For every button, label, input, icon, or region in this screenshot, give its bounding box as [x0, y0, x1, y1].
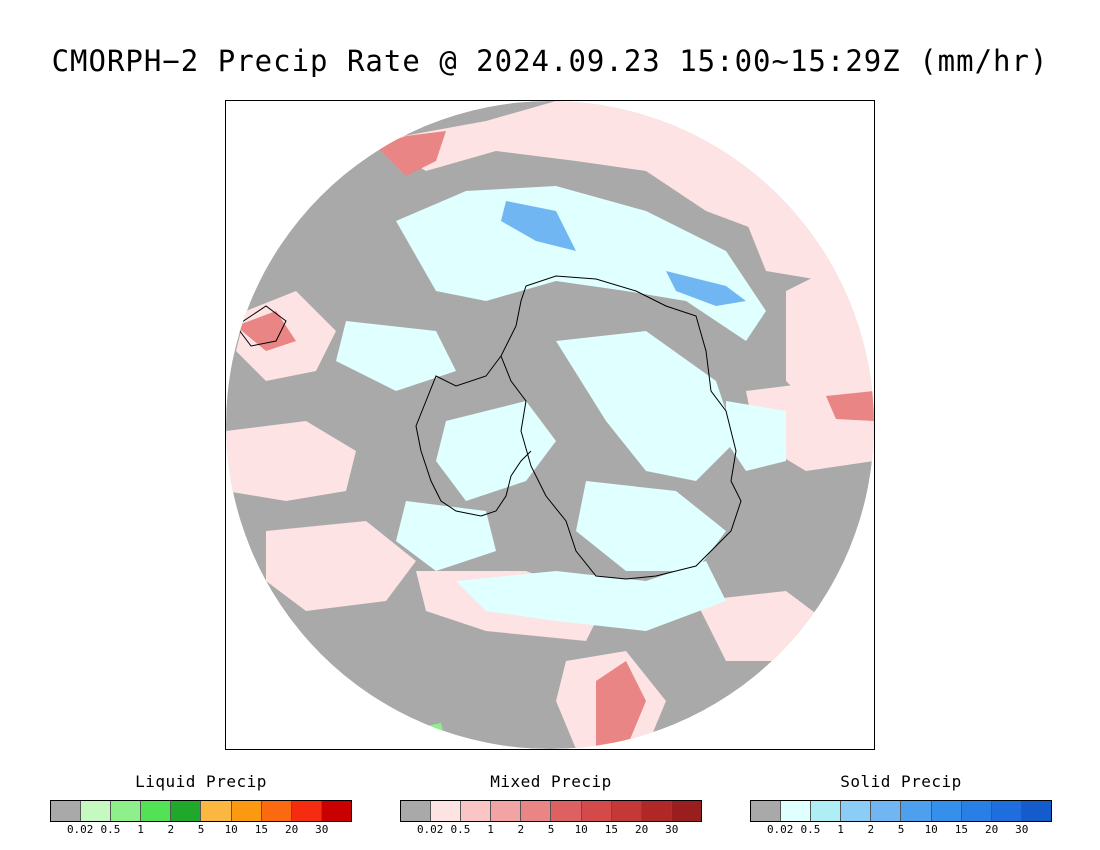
- mixed-precip-heavy-patch: [596, 661, 646, 749]
- legend-tick-label: 30: [315, 823, 329, 836]
- legend-tick-label: 1: [137, 823, 144, 836]
- solid-precip-patch: [726, 401, 786, 471]
- legend-swatch: [261, 801, 292, 821]
- legend-swatch: [111, 801, 142, 821]
- mixed-precip-heavy-patch: [236, 311, 296, 351]
- legend-swatch: [291, 801, 322, 821]
- legend-color-bar: [400, 800, 702, 822]
- legend-swatch: [51, 801, 82, 821]
- legend-swatch: [581, 801, 612, 821]
- legend-tick-label: 1: [487, 823, 494, 836]
- legend-swatch: [781, 801, 812, 821]
- legend-tick-label: 2: [167, 823, 175, 836]
- solid-precip-patch: [556, 331, 736, 481]
- legend-tick-label: 30: [665, 823, 679, 836]
- solid-precip-heavy-patch: [666, 271, 746, 306]
- polar-map: [225, 100, 875, 750]
- legend-tick-label: 0.5: [450, 823, 471, 836]
- legend-swatch: [871, 801, 902, 821]
- legend-swatch: [171, 801, 202, 821]
- legend-swatch: [991, 801, 1022, 821]
- legend-swatch: [521, 801, 552, 821]
- legend-tick-label: 15: [604, 823, 619, 836]
- legend-swatch: [751, 801, 782, 821]
- mixed-precip-patch: [226, 421, 356, 501]
- legend-swatch: [961, 801, 992, 821]
- legend-title: Mixed Precip: [490, 772, 612, 791]
- legend-title: Liquid Precip: [135, 772, 267, 791]
- legend-swatch: [201, 801, 232, 821]
- legend-swatch: [141, 801, 172, 821]
- legend-tick-labels: 0.02 0.5 1 2 5 10 15 20 30: [50, 823, 352, 837]
- solid-precip-patch: [396, 501, 496, 571]
- legend-tick-label: 30: [1015, 823, 1029, 836]
- legend-tick-label: 0.5: [800, 823, 821, 836]
- legend-swatch: [551, 801, 582, 821]
- mixed-precip-heavy-patch: [826, 391, 874, 421]
- legend-tick-label: 0.02: [766, 823, 794, 836]
- solid-precip-patch: [336, 321, 456, 391]
- legend-tick-label: 2: [517, 823, 525, 836]
- legend-tick-label: 2: [867, 823, 875, 836]
- legend-swatch: [931, 801, 962, 821]
- antarctica-coastline: [235, 275, 742, 580]
- solid-precip-patch: [396, 186, 766, 341]
- legend-tick-label: 20: [284, 823, 299, 836]
- antarctica-coastline-path: [500, 275, 742, 580]
- legend-tick-labels: 0.02 0.5 1 2 5 10 15 20 30: [750, 823, 1052, 837]
- legend-swatch: [1021, 801, 1051, 821]
- legend-solid-precip: Solid Precip 0.02 0.5 1 2 5 10 15 20 30: [750, 772, 1052, 837]
- legend-tick-label: 20: [984, 823, 999, 836]
- legend-tick-label: 0.02: [416, 823, 444, 836]
- legend-tick-labels: 0.02 0.5 1 2 5 10 15 20 30: [400, 823, 702, 837]
- legend-tick-label: 20: [634, 823, 649, 836]
- legend-tick-label: 1: [837, 823, 844, 836]
- legend-tick-label: 5: [897, 823, 905, 836]
- mixed-precip-heavy-areas: [236, 131, 874, 749]
- legend-swatch: [461, 801, 492, 821]
- legend-tick-label: 10: [574, 823, 588, 836]
- legend-tick-label: 0.5: [100, 823, 121, 836]
- legend-mixed-precip: Mixed Precip 0.02 0.5 1 2 5 10 15 20 30: [400, 772, 702, 837]
- solid-precip-heavy-patch: [501, 201, 576, 251]
- solid-precip-areas: [336, 186, 786, 631]
- solid-precip-patch: [456, 561, 726, 631]
- solid-precip-patch: [576, 481, 726, 571]
- legend-swatch: [611, 801, 642, 821]
- legend-swatch: [641, 801, 672, 821]
- legend-swatch: [671, 801, 701, 821]
- legend-title: Solid Precip: [840, 772, 962, 791]
- solid-precip-heavy-areas: [501, 201, 746, 306]
- legend-swatch: [811, 801, 842, 821]
- chart-title: CMORPH−2 Precip Rate @ 2024.09.23 15:00~…: [51, 44, 1049, 78]
- legend-tick-label: 15: [954, 823, 969, 836]
- legend-tick-label: 5: [547, 823, 555, 836]
- legend-swatch: [901, 801, 932, 821]
- antarctic-peninsula-path: [415, 355, 532, 517]
- mixed-precip-patch: [266, 521, 416, 611]
- mixed-precip-heavy-patch: [376, 131, 446, 176]
- legend-tick-label: 10: [924, 823, 938, 836]
- south-america-tip-path: [235, 305, 287, 347]
- legend-tick-label: 15: [254, 823, 269, 836]
- polar-map-canvas: [226, 101, 874, 749]
- legend-tick-label: 10: [224, 823, 238, 836]
- legend-swatch: [491, 801, 522, 821]
- legend-tick-label: 0.02: [66, 823, 94, 836]
- legend-swatch: [401, 801, 432, 821]
- legend-swatch: [321, 801, 351, 821]
- legend-swatch: [431, 801, 462, 821]
- solid-precip-patch: [436, 401, 556, 501]
- legend-swatch: [81, 801, 112, 821]
- legend-liquid-precip: Liquid Precip 0.02 0.5 1 2 5 10 15 20 30: [50, 772, 352, 837]
- legend-swatch: [841, 801, 872, 821]
- legend-tick-label: 5: [197, 823, 205, 836]
- legend-swatch: [231, 801, 262, 821]
- legend-color-bar: [750, 800, 1052, 822]
- legend-color-bar: [50, 800, 352, 822]
